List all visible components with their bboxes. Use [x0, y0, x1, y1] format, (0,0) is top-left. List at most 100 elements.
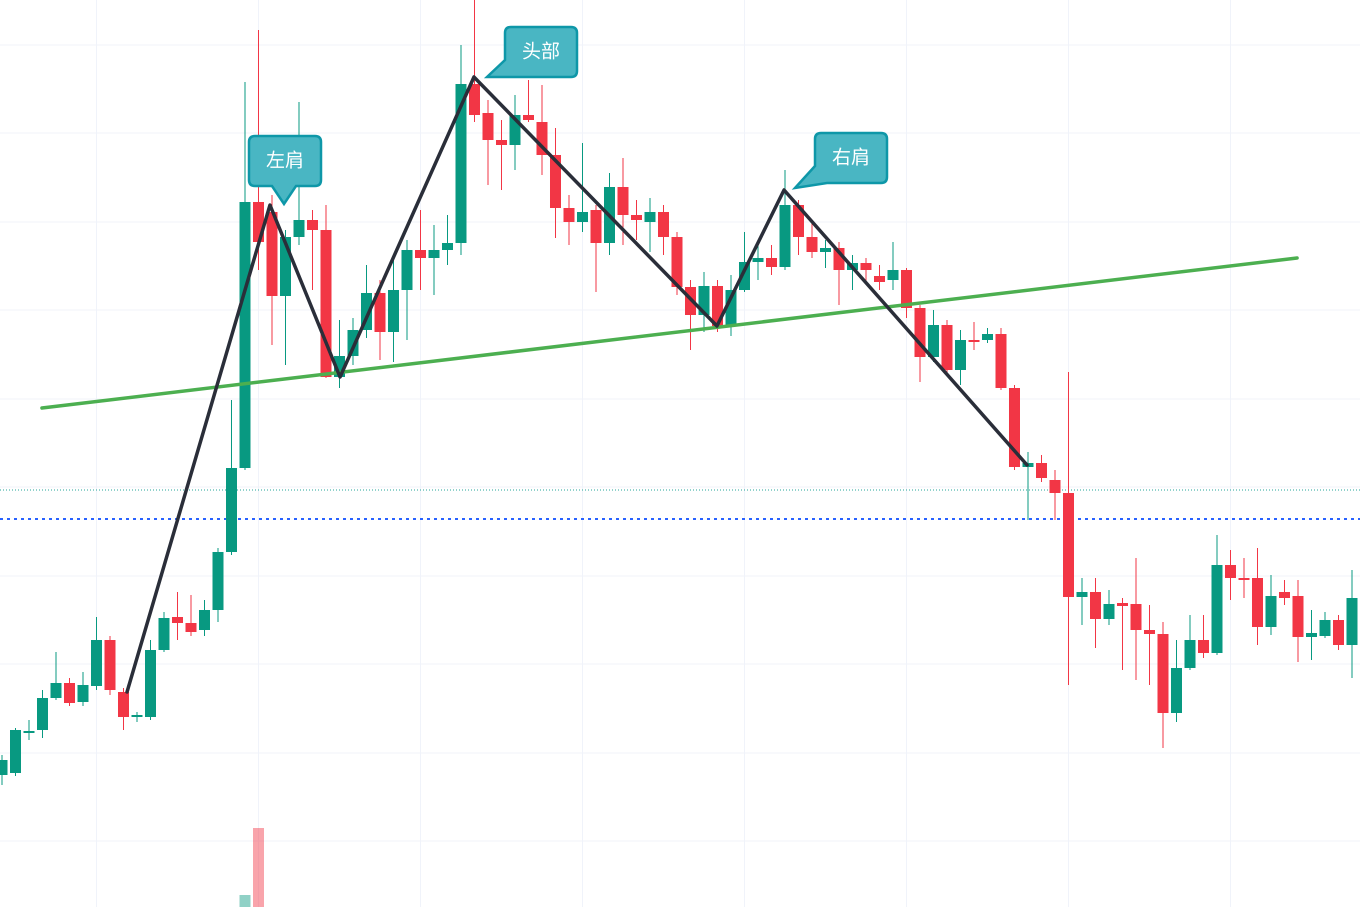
candle-body — [941, 325, 953, 370]
candle-body — [819, 248, 831, 252]
candle-body — [347, 330, 359, 356]
candle-body — [495, 140, 507, 145]
candle-body — [1062, 493, 1074, 597]
candle-body — [1049, 480, 1061, 493]
candle-body — [482, 113, 494, 140]
candle-body — [77, 685, 89, 702]
candle-body — [738, 262, 750, 290]
candle-body — [981, 334, 993, 340]
candle-body — [954, 340, 966, 370]
candle-body — [1103, 604, 1115, 619]
candle-body — [1116, 603, 1128, 606]
candle-body — [9, 730, 21, 773]
candle-body — [293, 220, 305, 237]
candle-body — [1305, 633, 1317, 637]
candle-body — [185, 623, 197, 632]
callouts: 左肩 头部 右肩 — [247, 25, 889, 207]
candle-body — [117, 692, 129, 717]
candle-body — [441, 243, 453, 250]
candle-body — [104, 640, 116, 690]
candle-body — [1170, 668, 1182, 713]
callout-shape — [247, 134, 323, 207]
candle-body — [630, 215, 642, 220]
candle-body — [320, 230, 332, 377]
candle-body — [914, 308, 926, 357]
candle-body — [1265, 596, 1277, 627]
candle-body — [239, 202, 251, 468]
candle-body — [333, 356, 345, 377]
candle-body — [1251, 578, 1263, 627]
candle-body — [887, 270, 899, 280]
callout-label: 左肩 — [266, 150, 304, 172]
candle-body — [374, 293, 386, 332]
candle-body — [1157, 634, 1169, 713]
candle-body — [401, 250, 413, 290]
candle-body — [1332, 620, 1344, 645]
candle-body — [455, 84, 467, 243]
candle-body — [36, 698, 48, 730]
candle-body — [428, 250, 440, 258]
candle-body — [1319, 620, 1331, 636]
candle-body — [1197, 640, 1209, 653]
volume-bar — [252, 828, 264, 907]
candle-body — [279, 237, 291, 296]
candle-body — [536, 122, 548, 155]
candle-body — [563, 208, 575, 222]
candle-body — [995, 334, 1007, 388]
candle-body — [212, 552, 224, 610]
candle-body — [927, 325, 939, 357]
candle-body — [644, 212, 656, 222]
candle-body — [50, 683, 62, 698]
candle-body — [1035, 463, 1047, 478]
candle-body — [860, 263, 872, 270]
candle-body — [576, 212, 588, 222]
candle-body — [144, 650, 156, 717]
callout-label: 右肩 — [832, 147, 870, 169]
candle-body — [306, 220, 318, 230]
candle-body — [711, 286, 723, 326]
candle-body — [387, 290, 399, 332]
candle-body — [131, 715, 143, 717]
candle-body — [1130, 604, 1142, 630]
candle-body — [1089, 592, 1101, 619]
candle-body — [414, 250, 426, 258]
candle-body — [225, 468, 237, 552]
candle-body — [509, 115, 521, 145]
candle-body — [833, 248, 845, 270]
candle-body — [765, 258, 777, 267]
candle-body — [63, 683, 75, 703]
candle-body — [360, 293, 372, 330]
candle-body — [1346, 598, 1358, 645]
pattern-line — [125, 75, 1029, 694]
candle-body — [90, 640, 102, 686]
candle-body — [1278, 592, 1290, 598]
candle-body — [968, 340, 980, 342]
neckline — [40, 256, 1299, 410]
candle-body — [468, 84, 480, 115]
candle-body — [252, 202, 264, 242]
callout-shape — [483, 25, 579, 79]
candle-body — [900, 270, 912, 308]
candle-body — [1211, 565, 1223, 653]
candle-body — [1184, 640, 1196, 668]
candle-body — [1292, 596, 1304, 637]
candle-body — [0, 760, 8, 775]
candle-body — [698, 286, 710, 315]
candle-body — [549, 155, 561, 208]
candle-body — [792, 205, 804, 237]
candle-body — [23, 731, 35, 733]
candle-body — [671, 237, 683, 287]
candle-body — [873, 276, 885, 282]
candle-body — [1143, 630, 1155, 634]
candle-body — [1238, 578, 1250, 580]
candle-body — [617, 187, 629, 215]
candle-body — [522, 115, 534, 120]
candle-body — [198, 610, 210, 630]
callout-shape — [791, 131, 889, 190]
volume-bar — [239, 895, 251, 907]
candle-body — [1008, 388, 1020, 467]
candle-body — [1076, 592, 1088, 597]
candle-body — [266, 212, 278, 296]
